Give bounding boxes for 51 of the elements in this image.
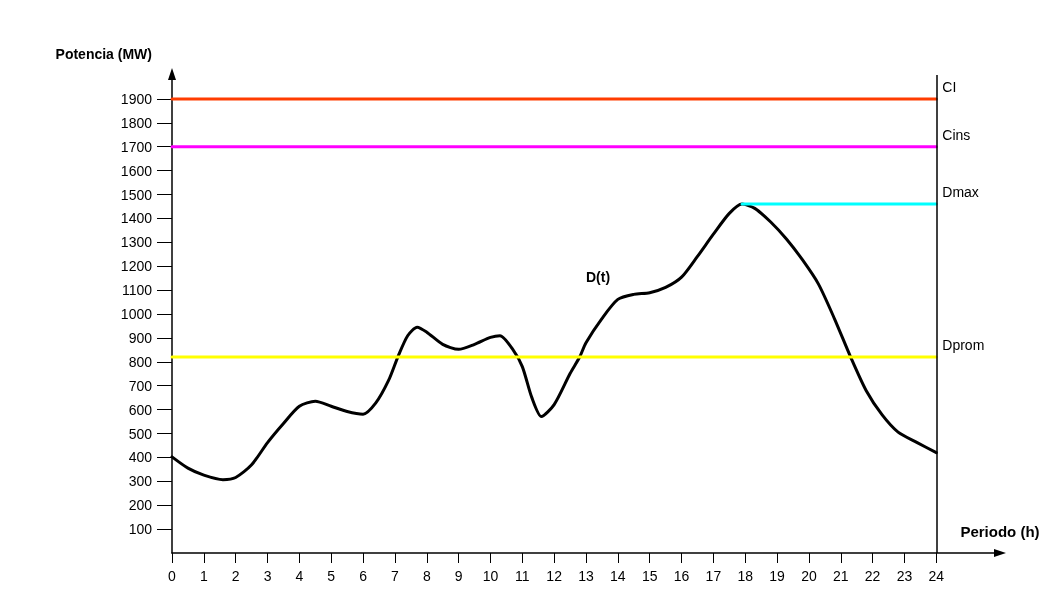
y-tick-label: 1700 — [120, 138, 153, 155]
y-tick-label: 600 — [128, 401, 153, 418]
x-tick-label: 24 — [928, 568, 945, 584]
x-tick-label: 21 — [832, 568, 849, 584]
x-tick-label: 22 — [864, 568, 881, 584]
y-tick-label: 100 — [128, 521, 153, 538]
series-label: Dmax — [942, 184, 979, 201]
y-tick-label: 900 — [128, 329, 153, 346]
x-tick-label: 5 — [327, 568, 336, 584]
x-tick-label: 16 — [673, 568, 690, 584]
x-tick-label: 12 — [546, 568, 563, 584]
y-tick-label: 1900 — [120, 90, 153, 107]
y-tick-label: 400 — [128, 449, 153, 466]
x-tick-label: 14 — [610, 568, 626, 584]
x-tick-label: 6 — [359, 568, 368, 584]
x-axis-title: Periodo (h) — [960, 523, 1040, 540]
x-tick-label: 11 — [515, 568, 530, 584]
series-label: CI — [942, 78, 957, 95]
y-tick-label: 1800 — [120, 114, 153, 131]
x-tick-label: 8 — [422, 568, 431, 584]
y-tick-label: 800 — [128, 353, 153, 370]
x-tick-label: 18 — [737, 568, 754, 584]
x-tick-label: 9 — [454, 568, 463, 584]
y-tick-label: 1200 — [120, 258, 153, 275]
x-tick-label: 2 — [231, 568, 240, 584]
x-tick-label: 4 — [295, 568, 304, 584]
x-tick-label: 3 — [263, 568, 272, 584]
series-label: Cins — [942, 126, 971, 143]
y-tick-label: 200 — [128, 497, 153, 514]
annotation: D(t) — [586, 269, 611, 285]
y-tick-label: 300 — [128, 473, 153, 490]
y-tick-label: 1100 — [121, 282, 153, 299]
series-label: Dprom — [942, 337, 985, 354]
x-tick-label: 17 — [705, 568, 722, 584]
y-tick-label: 500 — [128, 425, 153, 442]
x-tick-label: 23 — [896, 568, 913, 584]
y-tick-label: 700 — [128, 377, 153, 394]
x-tick-label: 13 — [578, 568, 594, 584]
y-axis-title: Potencia (MW) — [55, 46, 152, 62]
y-tick-label: 1400 — [120, 210, 153, 227]
x-tick-label: 7 — [391, 568, 400, 584]
x-tick-label: 20 — [801, 568, 817, 584]
x-tick-label: 19 — [769, 568, 786, 584]
x-tick-label: 1 — [199, 568, 208, 584]
y-tick-label: 1300 — [120, 234, 153, 251]
y-tick-label: 1600 — [120, 162, 153, 179]
x-tick-label: 15 — [641, 568, 658, 584]
x-tick-label: 0 — [168, 568, 177, 584]
x-tick-label: 10 — [482, 568, 499, 584]
y-tick-label: 1500 — [120, 186, 153, 203]
y-tick-label: 1000 — [120, 306, 153, 322]
